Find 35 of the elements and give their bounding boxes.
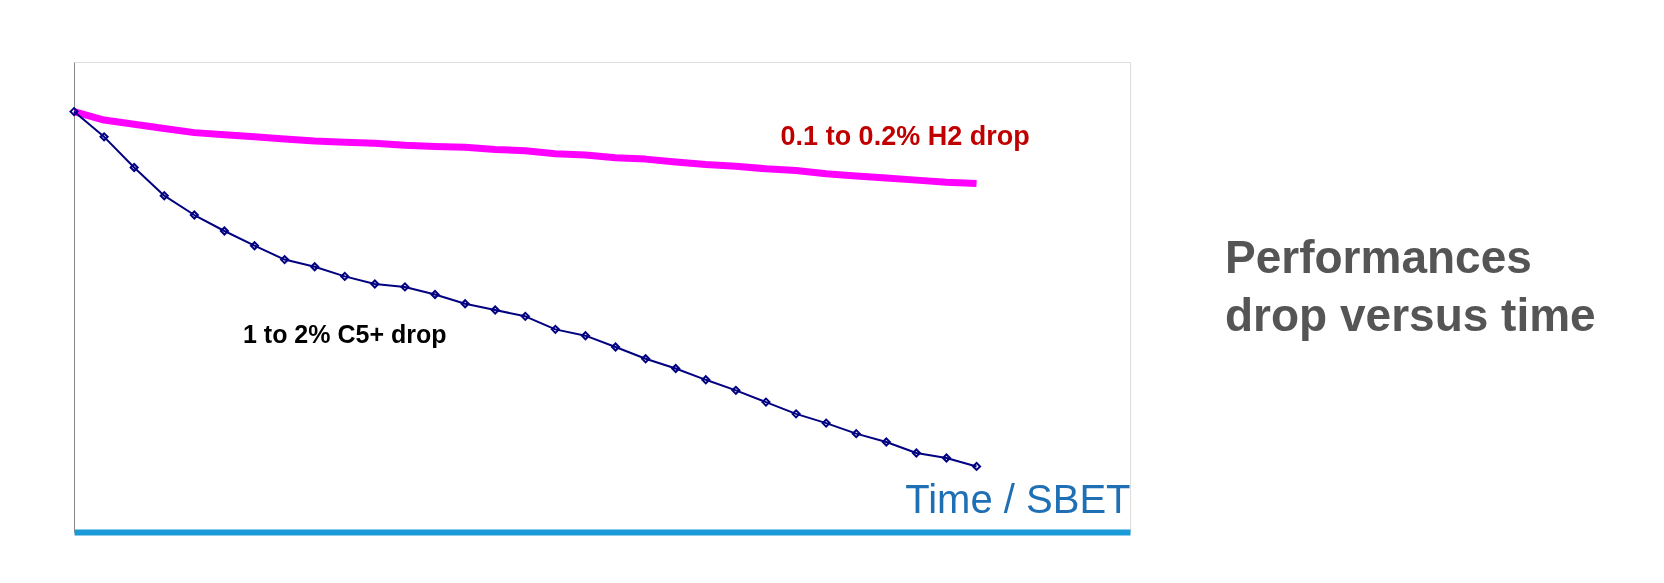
point xyxy=(791,409,801,419)
point xyxy=(310,262,320,272)
point xyxy=(400,282,410,292)
point xyxy=(641,354,651,364)
point xyxy=(370,279,380,289)
point xyxy=(941,453,952,463)
point xyxy=(761,397,771,407)
point xyxy=(550,324,560,334)
point xyxy=(189,210,199,220)
point xyxy=(671,363,681,373)
point xyxy=(69,107,79,117)
point xyxy=(129,162,139,173)
text: Performances drop versus time xyxy=(1225,231,1596,341)
point xyxy=(490,305,500,315)
point xyxy=(972,461,982,471)
point xyxy=(821,418,831,428)
point xyxy=(731,385,741,395)
point xyxy=(580,331,590,341)
x-axis-title: Time / SBET xyxy=(905,476,1131,521)
point xyxy=(460,299,470,309)
point xyxy=(701,375,711,385)
point xyxy=(249,241,260,251)
point xyxy=(881,437,891,447)
annotation: 0.1 to 0.2% H2 drop xyxy=(780,121,1030,152)
point xyxy=(280,255,290,265)
point xyxy=(851,429,861,439)
point xyxy=(340,271,350,281)
annotation: 1 to 2% C5+ drop xyxy=(242,319,447,348)
point xyxy=(911,448,921,458)
point xyxy=(611,342,621,352)
point xyxy=(99,132,109,142)
point xyxy=(159,191,169,201)
point xyxy=(219,226,229,236)
point xyxy=(520,311,530,321)
point xyxy=(430,289,440,300)
